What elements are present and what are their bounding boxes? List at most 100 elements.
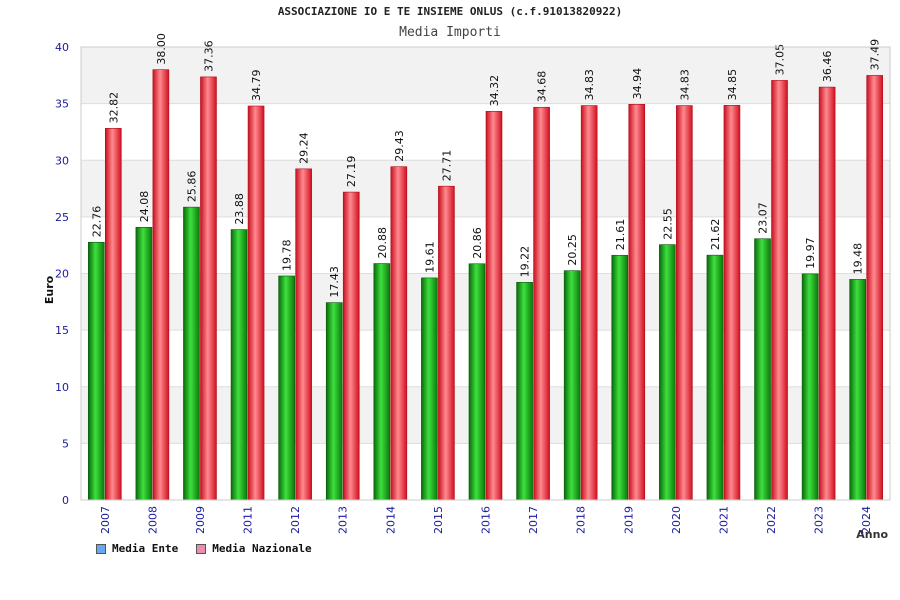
bar-media-nazionale bbox=[104, 128, 122, 501]
bar-media-nazionale bbox=[295, 168, 312, 501]
data-label: 20.86 bbox=[471, 227, 484, 259]
x-tick-label: 2011 bbox=[242, 506, 255, 534]
data-label: 22.76 bbox=[90, 206, 103, 238]
x-tick-label: 2024 bbox=[860, 506, 873, 534]
data-label: 19.48 bbox=[852, 243, 865, 275]
legend-label-media-ente: Media Ente bbox=[112, 542, 179, 555]
data-label: 37.49 bbox=[869, 39, 882, 71]
data-label: 34.68 bbox=[536, 71, 549, 103]
plot-frame bbox=[80, 46, 891, 501]
bar-media-ente bbox=[421, 277, 438, 501]
x-tick-label: 2017 bbox=[527, 506, 540, 534]
legend-swatch-media-nazionale bbox=[196, 543, 207, 554]
x-tick-label: 2014 bbox=[384, 506, 397, 534]
bar-media-nazionale bbox=[342, 191, 360, 501]
data-label: 29.24 bbox=[298, 132, 311, 164]
data-label: 23.88 bbox=[233, 193, 246, 225]
data-label: 27.19 bbox=[345, 156, 358, 188]
bar-media-nazionale bbox=[152, 69, 170, 501]
bar-media-ente bbox=[563, 270, 581, 501]
y-tick-label: 35 bbox=[55, 98, 69, 111]
data-label: 34.83 bbox=[678, 69, 691, 101]
bar-media-nazionale bbox=[771, 80, 788, 501]
y-axis-label: Euro bbox=[43, 275, 56, 304]
data-label: 36.46 bbox=[821, 51, 834, 83]
x-tick-label: 2023 bbox=[813, 506, 826, 534]
bar-media-nazionale bbox=[438, 185, 455, 501]
data-label: 38.00 bbox=[155, 33, 168, 65]
y-tick-label: 5 bbox=[62, 437, 69, 450]
bar-media-ente bbox=[706, 254, 724, 501]
data-label: 37.36 bbox=[202, 40, 215, 72]
chart-title: ASSOCIAZIONE IO E TE INSIEME ONLUS (c.f.… bbox=[277, 5, 623, 18]
labels-layer: 22.76 32.82 24.08 38.00 25.86 37.36 23.88 34.79… bbox=[90, 33, 881, 297]
x-tick-label: 2021 bbox=[717, 506, 730, 534]
x-tick-label: 2016 bbox=[480, 506, 493, 534]
bar-media-ente bbox=[516, 282, 533, 501]
data-label: 22.55 bbox=[661, 208, 674, 240]
bar-media-nazionale bbox=[533, 106, 550, 501]
bar-media-nazionale bbox=[676, 105, 693, 501]
data-label: 27.71 bbox=[440, 150, 453, 182]
bar-media-ente bbox=[468, 263, 486, 501]
x-tick-label: 2013 bbox=[337, 506, 350, 534]
data-label: 19.22 bbox=[519, 246, 532, 278]
x-tick-label: 2009 bbox=[194, 506, 207, 534]
data-label: 34.32 bbox=[488, 75, 501, 107]
data-label: 21.61 bbox=[614, 219, 627, 251]
data-label: 17.43 bbox=[328, 266, 341, 298]
x-tick-label: 2019 bbox=[622, 506, 635, 534]
y-tick-label: 25 bbox=[55, 211, 69, 224]
bar-media-nazionale bbox=[723, 105, 741, 501]
y-tick-label: 40 bbox=[55, 41, 69, 54]
legend-label-media-nazionale: Media Nazionale bbox=[212, 542, 312, 555]
data-label: 32.82 bbox=[107, 92, 120, 124]
data-label: 23.07 bbox=[757, 202, 770, 234]
data-label: 34.83 bbox=[583, 69, 596, 101]
x-tick-label: 2015 bbox=[432, 506, 445, 534]
y-tick-label: 30 bbox=[55, 154, 69, 167]
x-tick-label: 2020 bbox=[670, 506, 683, 534]
y-tick-label: 15 bbox=[55, 324, 69, 337]
bars-layer bbox=[87, 69, 884, 501]
x-tick-label: 2018 bbox=[575, 506, 588, 534]
bar-media-ente bbox=[849, 279, 867, 501]
chart-subtitle: Media Importi bbox=[399, 25, 501, 40]
data-label: 25.86 bbox=[185, 171, 198, 203]
x-axis-label: Anno bbox=[856, 528, 888, 541]
legend-item-media-nazionale: Media Nazionale bbox=[196, 542, 312, 555]
bar-media-nazionale bbox=[247, 105, 265, 501]
y-tick-label: 10 bbox=[55, 381, 69, 394]
y-tick-label: 0 bbox=[62, 494, 69, 507]
data-label: 21.62 bbox=[709, 219, 722, 251]
bar-media-nazionale bbox=[390, 166, 408, 501]
bar-media-ente bbox=[611, 254, 629, 501]
data-label: 37.05 bbox=[774, 44, 787, 76]
bar-media-nazionale bbox=[485, 111, 503, 501]
bar-media-ente bbox=[325, 302, 343, 501]
bar-media-ente bbox=[87, 241, 105, 501]
x-tick-label: 2012 bbox=[289, 506, 302, 534]
data-label: 19.97 bbox=[804, 237, 817, 269]
axis-layer: 0 5 10 15 20 25 30 35 40 2007 2008 2009 2011 2012 2013… bbox=[55, 41, 891, 534]
bar-media-ente bbox=[230, 229, 248, 501]
bar-media-nazionale bbox=[866, 75, 884, 501]
data-label: 20.25 bbox=[566, 234, 579, 266]
legend: Media Ente Media Nazionale bbox=[96, 542, 312, 555]
data-label: 34.85 bbox=[726, 69, 739, 101]
bar-media-ente bbox=[183, 206, 200, 501]
data-label: 34.79 bbox=[250, 70, 263, 102]
bar-media-ente bbox=[373, 263, 391, 501]
bar-media-ente bbox=[135, 226, 153, 501]
data-label: 20.88 bbox=[376, 227, 389, 259]
bar-media-nazionale bbox=[628, 104, 646, 501]
bar-media-ente bbox=[801, 273, 819, 501]
bar-media-nazionale bbox=[580, 105, 598, 501]
y-tick-label: 20 bbox=[55, 268, 69, 281]
data-label: 34.94 bbox=[631, 68, 644, 100]
bar-media-nazionale bbox=[818, 86, 836, 501]
data-label: 24.08 bbox=[138, 191, 151, 223]
bar-media-nazionale bbox=[200, 76, 217, 501]
bar-media-ente bbox=[659, 244, 676, 501]
